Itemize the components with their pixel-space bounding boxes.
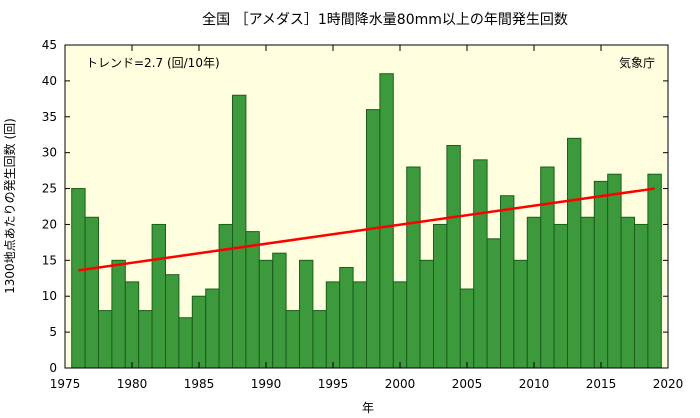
bar-1981	[138, 310, 153, 369]
bar-1993	[299, 259, 314, 369]
bar-2014	[580, 216, 595, 369]
bar-2008	[500, 195, 515, 369]
bar-1996	[339, 267, 354, 369]
x-tick-label-2015: 2015	[586, 377, 617, 391]
bars	[71, 73, 662, 369]
bar-1991	[272, 252, 287, 369]
y-tick-label-45: 45	[42, 38, 57, 52]
source-label: 気象庁	[619, 55, 655, 70]
bar-2001	[406, 166, 421, 369]
y-tick-label-0: 0	[49, 361, 57, 375]
bar-1979	[111, 259, 126, 369]
x-tick-label-2010: 2010	[519, 377, 550, 391]
bar-1998	[366, 109, 381, 369]
x-axis-label: 年	[362, 401, 374, 415]
bar-1987	[218, 223, 234, 369]
bar-1990	[258, 259, 274, 369]
bar-2006	[473, 159, 488, 369]
bar-2002	[419, 259, 435, 369]
bar-2015	[593, 180, 609, 369]
bar-1989	[245, 231, 260, 369]
x-axis-ticks: 1975 1980 1985 1990 1995 2000 2005 2010 2015 2020	[50, 45, 684, 391]
bar-2012	[553, 223, 568, 369]
bar-1978	[98, 310, 113, 369]
bar-2009	[513, 259, 528, 369]
trend-line	[78, 187, 655, 272]
x-tick-label-1980: 1980	[117, 377, 148, 391]
bar-2017	[620, 216, 635, 369]
chart-title: 全国 ［アメダス］1時間降水量80mm以上の年間発生回数	[202, 11, 568, 28]
bar-1995	[325, 281, 341, 369]
bar-2011	[540, 166, 555, 369]
bar-2007	[486, 238, 502, 369]
bar-2003	[433, 223, 448, 369]
bar-2005	[459, 288, 475, 369]
bar-1992	[285, 310, 301, 369]
bar-1983	[165, 274, 180, 369]
y-tick-label-20: 20	[42, 217, 57, 231]
bar-2010	[526, 216, 542, 369]
bar-1988	[232, 94, 247, 369]
bar-1994	[312, 310, 327, 369]
bar-1997	[352, 281, 368, 369]
bar-1982	[151, 223, 167, 369]
x-tick-label-2020: 2020	[653, 377, 684, 391]
bar-1980	[124, 281, 140, 369]
bar-1985	[191, 295, 207, 369]
bar-1986	[205, 288, 220, 369]
y-axis-label: 1300地点あたりの発生回数 (回)	[2, 118, 17, 294]
bar-2019	[647, 173, 662, 369]
bar-1976	[71, 188, 86, 369]
y-tick-label-35: 35	[42, 110, 57, 124]
y-tick-label-10: 10	[42, 289, 57, 303]
x-tick-label-1990: 1990	[251, 377, 282, 391]
bar-1999	[379, 73, 394, 369]
bar-1977	[84, 216, 99, 369]
x-tick-label-2000: 2000	[385, 377, 416, 391]
y-tick-label-40: 40	[42, 74, 57, 88]
x-tick-label-1985: 1985	[184, 377, 215, 391]
plot-frame	[64, 44, 669, 369]
bar-2016	[607, 173, 622, 369]
y-tick-label-5: 5	[49, 325, 57, 339]
bar-2013	[567, 137, 582, 369]
bar-1984	[178, 317, 193, 369]
y-axis-ticks: 0 5 10 15 20 25 30 35 40 45	[42, 38, 668, 375]
bar-2018	[634, 223, 649, 369]
trend-label: トレンド=2.7 (回/10年)	[86, 56, 220, 70]
y-tick-label-25: 25	[42, 182, 57, 196]
x-tick-label-2005: 2005	[452, 377, 483, 391]
x-tick-label-1975: 1975	[50, 377, 81, 391]
y-tick-label-30: 30	[42, 146, 57, 160]
y-tick-label-15: 15	[42, 253, 57, 267]
bar-2004	[446, 144, 461, 369]
x-tick-label-1995: 1995	[318, 377, 349, 391]
bar-2000	[392, 281, 408, 369]
